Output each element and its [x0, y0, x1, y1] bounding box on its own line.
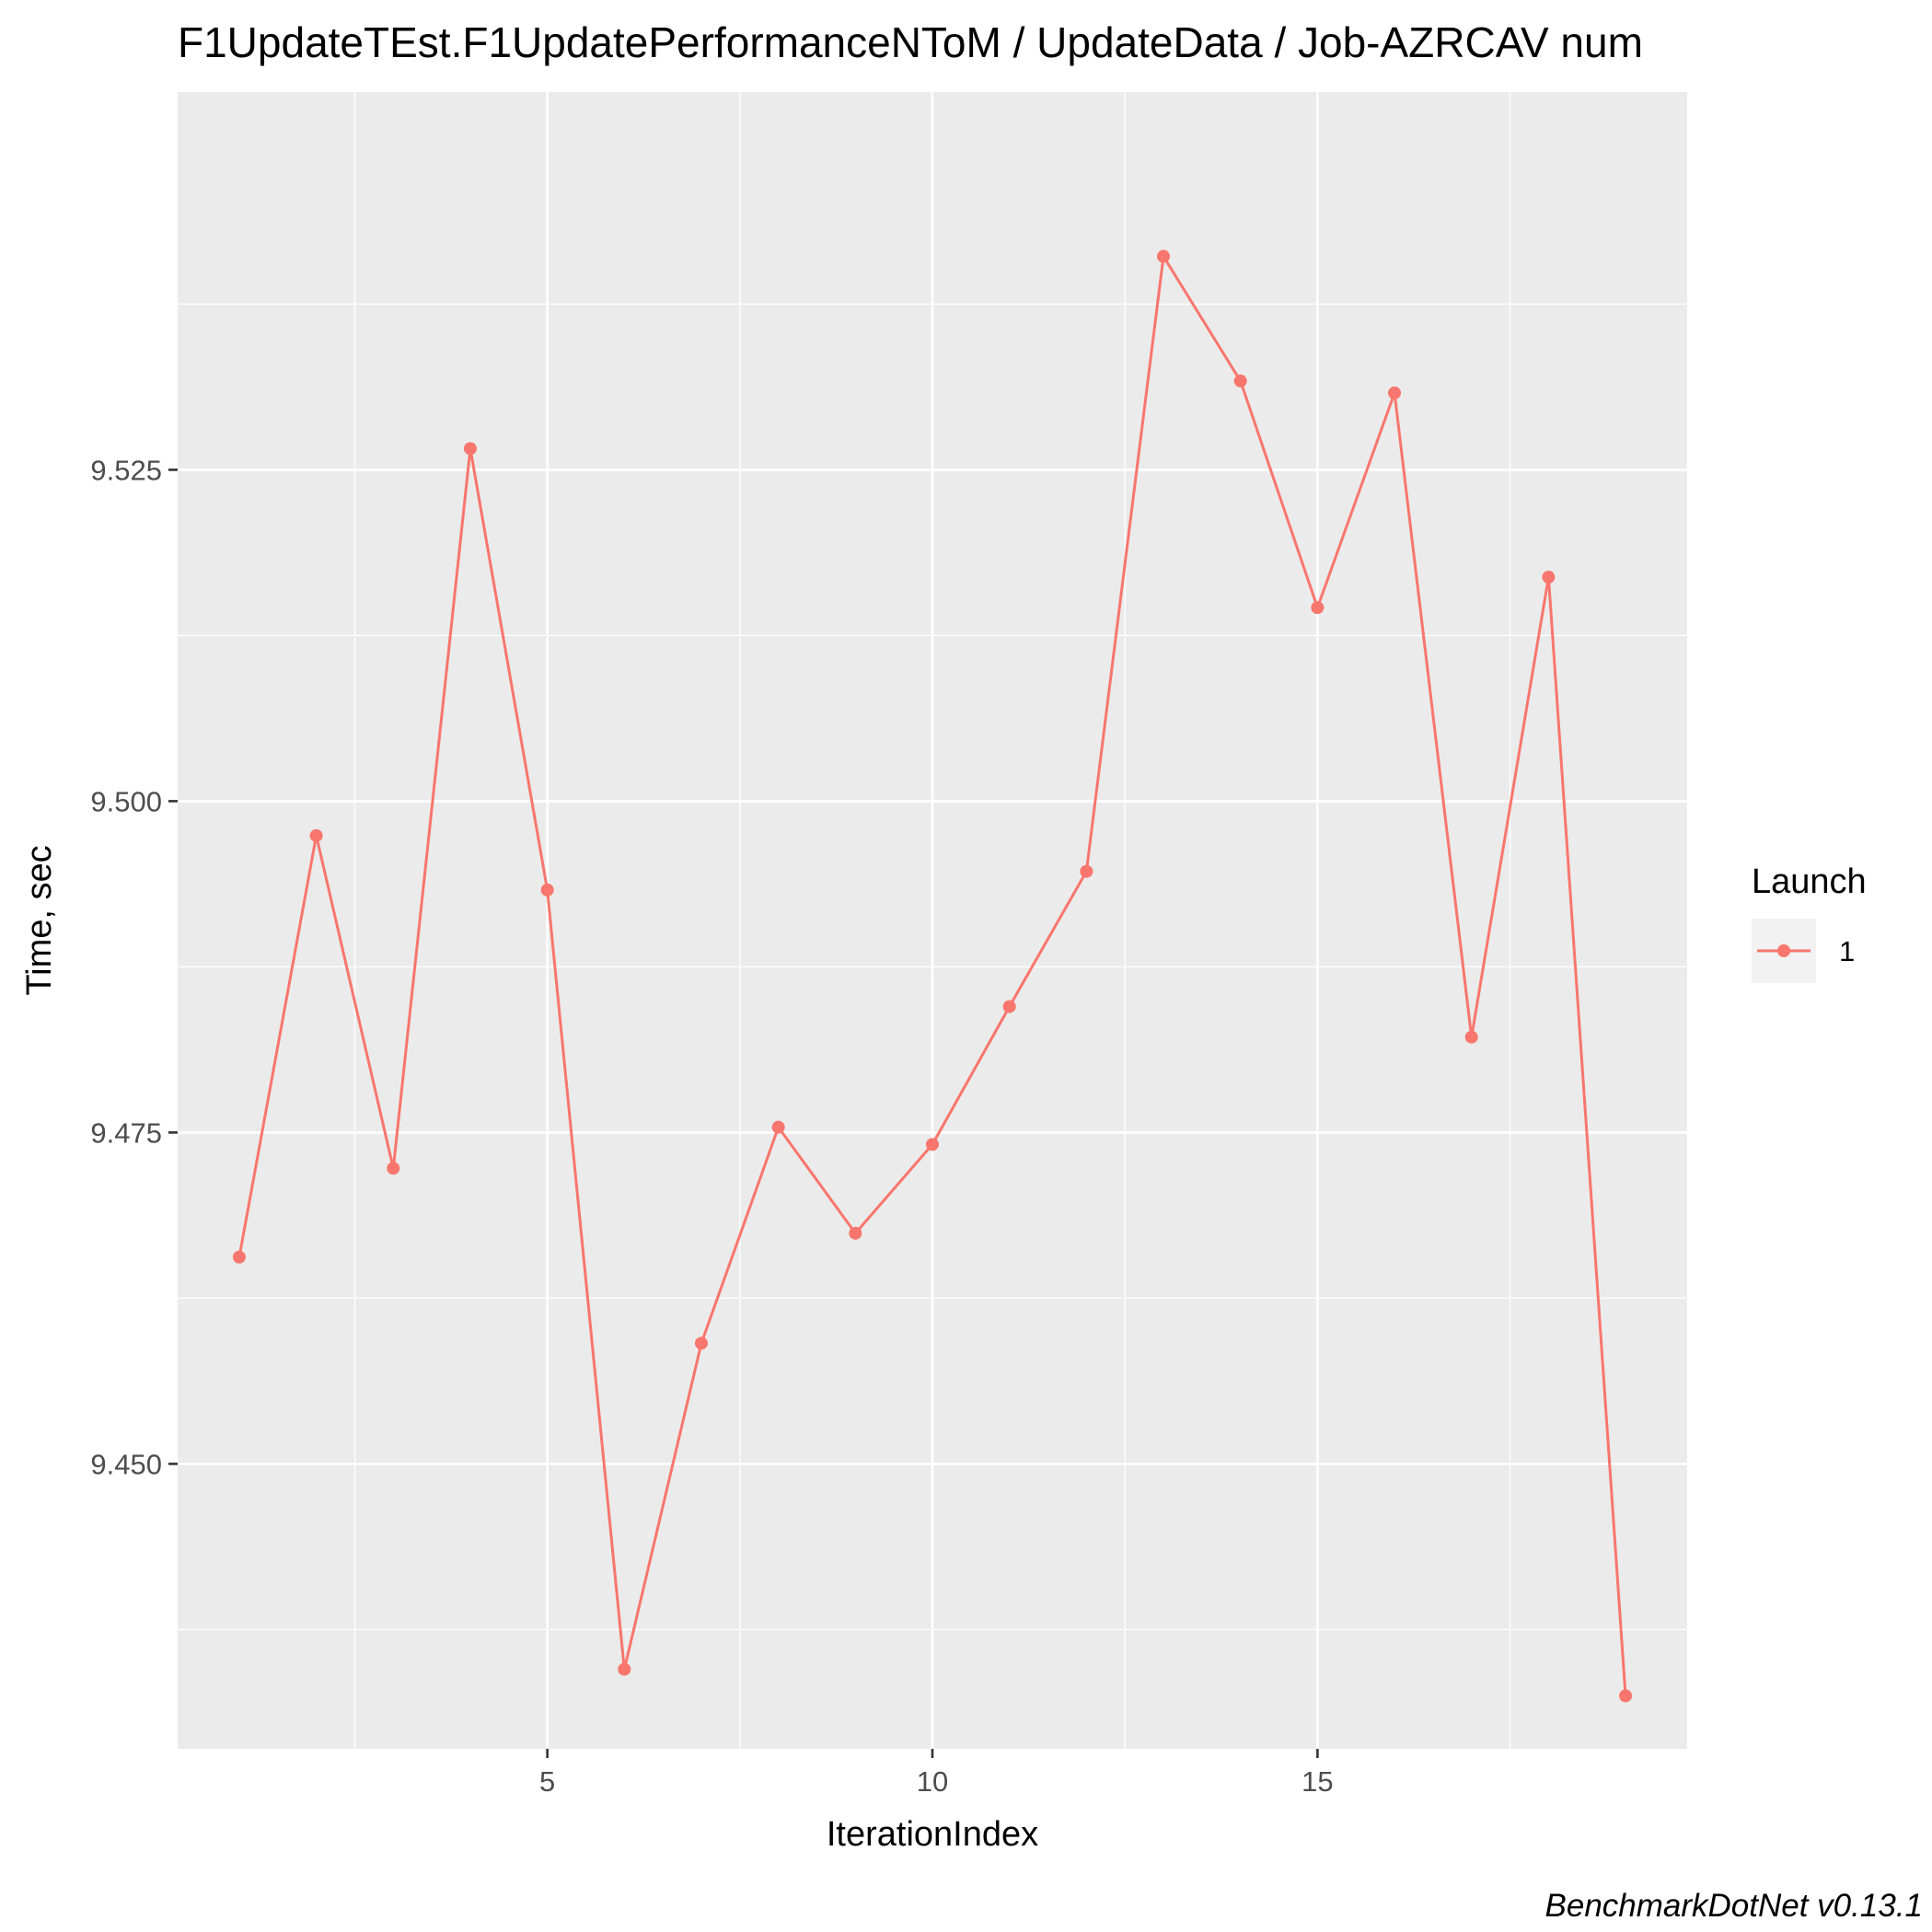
y-tick-label: 9.525: [90, 454, 162, 486]
legend: Launch 1: [1752, 862, 1867, 983]
data-point: [1157, 249, 1171, 263]
data-point: [618, 1662, 631, 1676]
data-point: [387, 1162, 400, 1175]
y-axis-title: Time, sec: [20, 845, 59, 995]
y-tick-label: 9.450: [90, 1448, 162, 1480]
data-point: [1619, 1689, 1633, 1703]
x-tick-label: 10: [917, 1765, 948, 1798]
x-axis-title: IterationIndex: [827, 1815, 1038, 1854]
data-point: [1388, 386, 1402, 399]
data-point: [771, 1120, 785, 1134]
data-point: [309, 828, 323, 842]
data-point: [1464, 1030, 1478, 1044]
data-point: [926, 1138, 939, 1151]
x-tick-label: 5: [539, 1765, 555, 1798]
legend-title: Launch: [1752, 862, 1867, 901]
legend-key-point: [1777, 944, 1790, 957]
data-point: [540, 883, 554, 897]
data-point: [1080, 864, 1093, 878]
axes: 5 10 15 9.450 9.475 9.500 9.525: [90, 454, 1333, 1798]
data-point: [849, 1226, 862, 1240]
data-point: [1233, 374, 1247, 388]
y-tick-label: 9.500: [90, 785, 162, 817]
data-point: [1311, 601, 1325, 615]
grid-lines: [178, 92, 1687, 1749]
legend-label: 1: [1839, 935, 1855, 967]
x-tick-label: 15: [1301, 1765, 1333, 1798]
data-point: [463, 442, 477, 456]
series-layer: [232, 249, 1633, 1703]
data-point: [232, 1250, 246, 1264]
data-point: [694, 1336, 708, 1350]
chart-title: F1UpdateTEst.F1UpdatePerformanceNToM / U…: [178, 18, 1643, 66]
caption: BenchmarkDotNet v0.13.1: [1545, 1888, 1923, 1924]
data-point: [1542, 571, 1556, 584]
data-point: [1002, 1000, 1016, 1013]
y-tick-label: 9.475: [90, 1116, 162, 1149]
